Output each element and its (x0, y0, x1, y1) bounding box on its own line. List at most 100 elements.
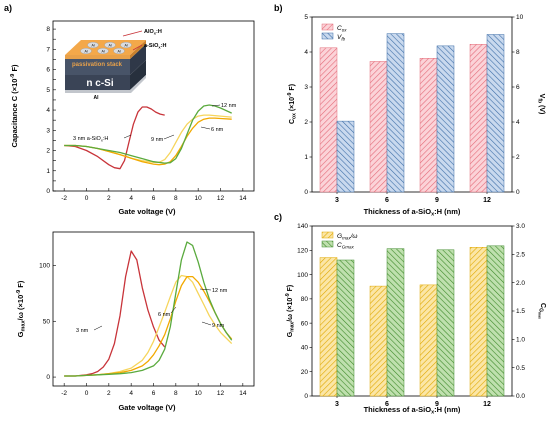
c-ytick-right-label: 0.0 (516, 393, 525, 400)
a-top-annot-12nm: 12 nm (221, 103, 237, 109)
a-top-xlabel: Gate voltage (V) (118, 207, 176, 216)
a-bot-xtick-label: 4 (129, 390, 133, 397)
a-top-xtick-label: 4 (129, 195, 133, 202)
asiox-pointer (132, 44, 143, 51)
a-top-annot-9nm: 9 nm (151, 137, 164, 143)
panel-b-label: b) (274, 3, 283, 13)
b-ytick-left-label: 2 (304, 119, 308, 126)
a-top-xtick-label: 14 (239, 195, 247, 202)
c-bar-right (436, 249, 455, 397)
a-top-ytick-label: 6 (46, 67, 50, 74)
b-legend-vfb-swatch (321, 32, 334, 40)
inset-al-dot (80, 48, 92, 55)
b-bar-left (419, 58, 438, 193)
inset-al-dot (120, 42, 132, 49)
c-legend-cg-swatch (321, 240, 334, 248)
alox-label: AlOx:H (144, 29, 162, 36)
a-top-xtick-label: 8 (174, 195, 178, 202)
b-legend-vfb-label: Vfb (337, 34, 346, 42)
a-bot-xtick-label: 10 (195, 390, 203, 397)
a-bot-plot-frame (52, 231, 255, 387)
a-bot-xtick-label: 0 (85, 390, 89, 397)
a-top-ytick-label: 0 (46, 188, 50, 195)
a-top-xtick-label: 0 (85, 195, 89, 202)
a-top-ytick-label: 8 (46, 26, 50, 33)
b-bar-right (486, 34, 505, 193)
inset-al-dot (97, 48, 109, 55)
a-top-ytick-label: 1 (46, 168, 50, 175)
c-ytick-left-label: 100 (297, 272, 308, 279)
b-plot-frame (311, 16, 513, 193)
b-xtick-label: 9 (435, 197, 439, 204)
device-stack-inset: Al n c-Si passivation stack Al Al Al Al Al Al… (65, 29, 166, 101)
b-legend: Cox Vfb (321, 23, 347, 42)
a-top-annot-6nm: 6 nm (211, 127, 224, 133)
a-top-series-1 (64, 106, 165, 170)
gmax-cg-bar-chart: 0 20 40 60 80 100 120 140 0.0 0.5 1.0 1.5 2.0 2.5 3.0… (285, 223, 546, 415)
b-bar-left (319, 47, 338, 193)
inset-al-dot-label: Al (91, 44, 94, 48)
c-ytick-left-label: 40 (301, 345, 309, 352)
c-bar-right (486, 245, 505, 397)
b-ytick-right-label: 2 (516, 154, 520, 161)
c-xtick-label: 6 (385, 401, 389, 408)
stack-substrate-side (130, 60, 146, 90)
stack-passivation-band (65, 55, 130, 59)
a-top-ytick-label: 7 (46, 46, 50, 53)
a-bot-xtick-label: 6 (152, 390, 156, 397)
a-bot-ytick-label: 0 (46, 374, 50, 381)
a-bot-annot-3nm: 3 nm (76, 328, 89, 334)
b-ytick-left-label: 3 (304, 84, 308, 91)
c-ytick-right-label: 3.0 (516, 223, 525, 230)
c-legend-cg-label: CGmax (337, 242, 354, 250)
c-legend: Gmax/ω CGmax (321, 231, 357, 250)
c-xtick-label: 9 (435, 401, 439, 408)
b-ytick-left-label: 1 (304, 154, 308, 161)
b-legend-cox-swatch (321, 23, 334, 31)
a-bot-annot-9nm-pointer (201, 321, 212, 326)
b-ytick-right-label: 10 (516, 14, 524, 21)
a-top-xtick-label: 10 (195, 195, 203, 202)
c-xtick-label: 3 (335, 401, 339, 408)
c-ytick-right-label: 2.5 (516, 252, 525, 259)
b-xtick-label: 3 (335, 197, 339, 204)
a-top-annot-3nm: 3 nm a-SiOx:H (73, 136, 108, 143)
a-top-xtick-label: 12 (217, 195, 225, 202)
a-top-ytick-label: 4 (46, 107, 50, 114)
c-bar-left (419, 284, 438, 397)
a-top-xtick-label: 2 (107, 195, 111, 202)
inset-al-dot-label: Al (84, 50, 87, 54)
b-legend-cox-label: Cox (337, 25, 347, 33)
b-bar-left (369, 61, 388, 193)
inset-al-dot (104, 42, 116, 49)
b-bar-right (386, 33, 405, 193)
c-bar-left (469, 247, 488, 397)
a-top-series-4 (64, 104, 232, 164)
inset-al-dot-label: Al (101, 50, 104, 54)
a-top-xtick-label: 6 (152, 195, 156, 202)
stack-substrate-front (65, 75, 130, 90)
panel-a-label: a) (4, 3, 12, 13)
inset-al-dot (87, 42, 99, 49)
a-top-annot-9nm-pointer (163, 134, 175, 140)
c-legend-gmax-label: Gmax/ω (337, 233, 357, 241)
stack-substrate-label: n c-Si (86, 78, 113, 89)
conductance-voltage-plot: 0 50 100 -2 0 2 4 6 8 10 12 14 Gmax/ω (×10-9 F) Ga… (16, 231, 255, 412)
a-top-ylabel: Capacitance C (×10-9 F) (10, 64, 19, 148)
a-top-annot-6nm-pointer (200, 126, 211, 130)
c-bar-right (386, 248, 405, 397)
a-top-annot-12nm-pointer (211, 104, 221, 107)
a-bot-annot-6nm: 6 nm (158, 312, 171, 318)
b-xtick-label: 6 (385, 197, 389, 204)
a-bot-annot-12nm-pointer (199, 288, 212, 291)
c-ylabel-left: Gmax/ω (×10-9 F) (285, 285, 296, 338)
stack-contact-bottom (65, 75, 146, 93)
a-bot-xtick-label: 14 (239, 390, 247, 397)
a-top-xtick-label: -2 (61, 195, 67, 202)
c-bar-left (319, 257, 338, 397)
stack-passivation-label: passivation stack (72, 62, 123, 68)
a-bot-ylabel: Gmax/ω (×10-9 F) (16, 280, 27, 337)
